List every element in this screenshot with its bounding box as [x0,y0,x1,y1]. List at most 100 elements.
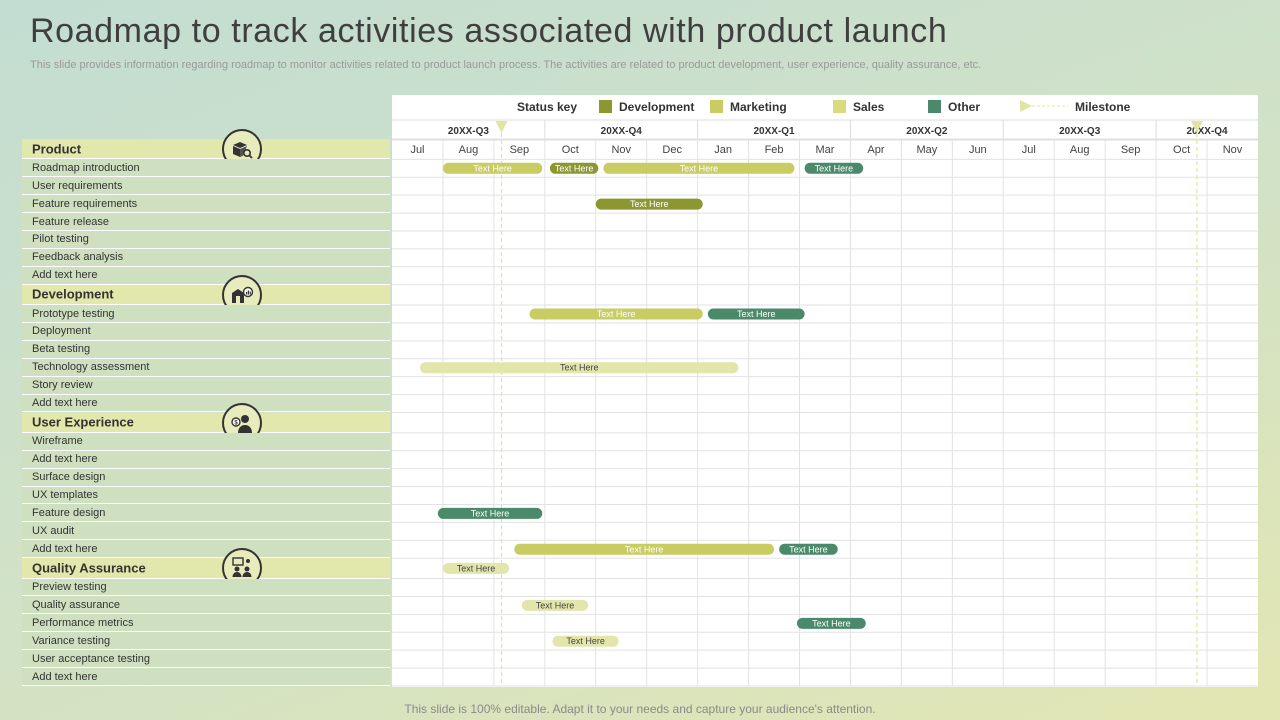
activity-label: Wireframe [32,435,83,448]
activity-label: Variance testing [32,634,111,647]
activity-label: Add text here [32,453,98,466]
month-label: Oct [562,144,579,156]
timeline-bar [442,562,510,574]
activity-label: Add text here [32,670,98,683]
activity-label: Performance metrics [32,616,134,629]
activity-label: UX audit [32,524,75,537]
timeline-bar [707,308,805,320]
slide-subtitle: This slide provides information regardin… [30,59,982,71]
category-label: Product [32,141,82,157]
activity-label: User acceptance testing [32,652,151,665]
month-label: Jul [410,144,424,156]
activity-label: Prototype testing [32,307,115,320]
quarter-label: 20XX-Q3 [448,126,490,137]
month-label: Oct [1173,144,1190,156]
month-label: Nov [611,144,631,156]
activity-row: Pilot testing [22,230,390,249]
activity-label: Add text here [32,397,98,410]
legend-item-label: Marketing [730,100,787,114]
activity-row: Technology assessment [22,358,390,377]
milestone-marker [495,121,508,133]
timeline-bar-label: Text Here [630,199,669,209]
timeline-bar [804,162,864,174]
activity-label: Add text here [32,542,98,555]
timeline-bar-label: Text Here [471,508,510,518]
timeline-bar-label: Text Here [566,636,605,646]
timeline-bar-label: Text Here [597,309,636,319]
timeline-bar [549,162,599,174]
timeline-bar [529,308,703,320]
activity-row: Add text here [22,450,390,469]
activity-row: Feature release [22,213,390,231]
activity-row: Surface design [22,468,390,487]
timeline-bar-label: Text Here [555,163,594,173]
activity-row: Add text here [22,266,390,285]
activity-label: Add text here [32,269,98,282]
activity-label: Roadmap introduction [32,161,140,174]
month-label: Jun [969,144,987,156]
status-key-label: Status key [517,100,577,114]
activity-row: Feedback analysis [22,248,390,267]
activity-row: Feature requirements [22,195,390,214]
quarter-label: 20XX-Q1 [753,126,795,137]
legend-swatch [710,100,723,113]
timeline-bar-label: Text Here [536,600,575,610]
quarter-label: 20XX-Q2 [906,126,948,137]
activity-label: Beta testing [32,343,91,356]
activity-row: User acceptance testing [22,650,390,669]
activity-row: Add text here [22,540,390,559]
timeline-bar-label: Text Here [737,309,776,319]
timeline-bar [420,362,739,374]
timeline-bar-label: Text Here [560,363,599,373]
legend-swatch [833,100,846,113]
activity-label: Pilot testing [32,233,89,246]
activity-row: Prototype testing [22,305,390,323]
quarter-label: 20XX-Q4 [601,126,643,137]
activity-row: UX audit [22,522,390,541]
svg-text:$: $ [234,420,238,426]
month-label: Jul [1022,144,1036,156]
month-label: Sep [1121,144,1141,156]
timeline-bar [514,543,775,555]
timeline-bar-label: Text Here [473,163,512,173]
category-row: Product [22,139,390,160]
gantt-chart: Status key Development Marketing Sales Other… [392,95,1258,687]
legend-item-label: Other [948,100,980,114]
legend-swatch [928,100,941,113]
activity-row: Quality assurance [22,596,390,615]
activity-label: User requirements [32,179,123,192]
activity-row: Feature design [22,504,390,523]
timeline-bar [796,617,866,629]
activity-label: Technology assessment [32,361,150,374]
month-label: Nov [1223,144,1243,156]
activity-row: Roadmap introduction [22,159,390,178]
activity-row: Variance testing [22,632,390,651]
timeline-bar [437,507,543,519]
activity-label: Feedback analysis [32,251,124,264]
timeline-bar [779,543,838,555]
month-label: Aug [1070,144,1090,156]
category-label: User Experience [32,414,134,430]
quarter-label: 20XX-Q3 [1059,126,1101,137]
activity-label: Feature design [32,506,106,519]
activity-label: Feature requirements [32,197,138,210]
milestone-legend-icon [1020,100,1032,112]
activity-label: Quality assurance [32,598,121,611]
timeline-bar [552,635,619,647]
activity-row: Beta testing [22,340,390,359]
timeline-bar-label: Text Here [625,544,664,554]
timeline-bar [595,198,703,210]
legend-swatch [599,100,612,113]
activity-row: UX templates [22,486,390,505]
timeline-bar-label: Text Here [680,163,719,173]
activity-row: Preview testing [22,578,390,597]
activity-row: User requirements [22,177,390,196]
timeline-bar-label: Text Here [815,163,854,173]
timeline-bar-label: Text Here [457,563,496,573]
activity-row: Add text here [22,394,390,413]
month-label: Apr [867,144,884,156]
activity-row: Performance metrics [22,614,390,633]
milestone-legend-label: Milestone [1075,100,1131,114]
category-row: Quality Assurance [22,558,390,579]
activity-label: Preview testing [32,581,107,593]
